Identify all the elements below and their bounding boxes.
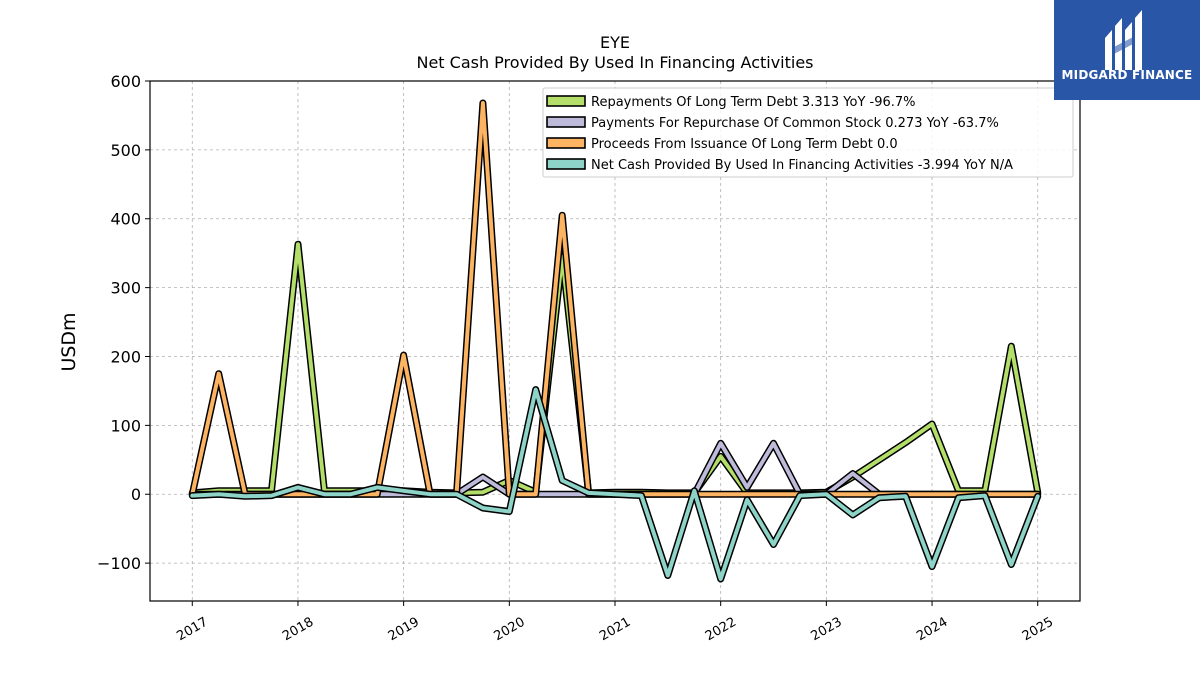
brand-name: MIDGARD FINANCE xyxy=(1061,68,1193,82)
brand-logo: MIDGARD FINANCE xyxy=(1054,0,1200,100)
legend-swatch xyxy=(546,158,586,170)
y-tick-label: 600 xyxy=(110,72,141,91)
x-tick-label: 2025 xyxy=(1020,615,1056,645)
x-tick-label: 2017 xyxy=(174,615,210,645)
chart-title: EYE xyxy=(600,33,630,52)
legend-label: Payments For Repurchase Of Common Stock … xyxy=(591,116,999,131)
y-tick-label: 0 xyxy=(131,485,141,504)
legend-label: Net Cash Provided By Used In Financing A… xyxy=(591,158,1013,173)
y-axis-ticks: −100 0 100 200 300 400 500 600 xyxy=(97,72,150,573)
x-tick-label: 2019 xyxy=(386,615,422,645)
x-tick-label: 2022 xyxy=(703,615,739,645)
legend-swatch xyxy=(546,95,586,107)
y-axis-label: USDm xyxy=(58,312,80,371)
x-tick-label: 2020 xyxy=(491,615,527,645)
y-tick-label: 500 xyxy=(110,141,141,160)
series-layer xyxy=(188,99,1042,583)
y-tick-label: −100 xyxy=(97,554,141,573)
y-tick-label: 200 xyxy=(110,347,141,366)
legend: Repayments Of Long Term Debt 3.313 YoY -… xyxy=(542,87,1074,178)
legend-swatch xyxy=(546,137,586,149)
x-tick-label: 2023 xyxy=(809,615,845,645)
series-line-3 xyxy=(190,387,1040,581)
legend-label: Repayments Of Long Term Debt 3.313 YoY -… xyxy=(591,95,916,110)
legend-box xyxy=(542,87,1074,178)
legend-label: Proceeds From Issuance Of Long Term Debt… xyxy=(591,137,898,152)
x-tick-label: 2018 xyxy=(280,615,316,645)
x-tick-label: 2021 xyxy=(597,615,633,645)
y-tick-label: 100 xyxy=(110,416,141,435)
x-tick-label: 2024 xyxy=(914,615,950,645)
brand-mark-icon xyxy=(1105,10,1142,70)
chart-subtitle: Net Cash Provided By Used In Financing A… xyxy=(416,53,813,72)
legend-swatch xyxy=(546,116,586,128)
y-tick-label: 300 xyxy=(110,279,141,298)
x-axis-ticks: 2017 2018 2019 2020 2021 2022 2023 2024 2025 xyxy=(174,601,1056,644)
y-tick-label: 400 xyxy=(110,210,141,229)
